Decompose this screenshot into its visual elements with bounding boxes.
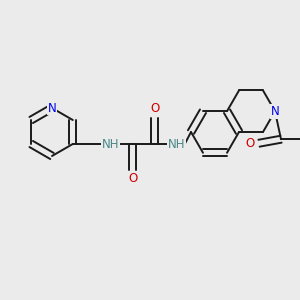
Text: N: N xyxy=(48,101,56,115)
Text: N: N xyxy=(271,105,279,118)
Text: O: O xyxy=(150,103,159,116)
Text: NH: NH xyxy=(168,137,185,151)
Text: O: O xyxy=(128,172,137,185)
Text: O: O xyxy=(245,137,255,150)
Text: NH: NH xyxy=(102,137,119,151)
